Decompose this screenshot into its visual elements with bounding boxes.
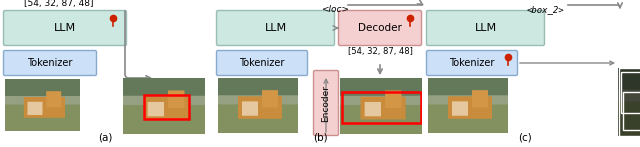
FancyBboxPatch shape: [3, 10, 127, 46]
Text: <box_2>: <box_2>: [526, 5, 564, 14]
Text: (a): (a): [98, 132, 112, 142]
Text: Tokenizer: Tokenizer: [28, 58, 73, 68]
Text: LLM: LLM: [54, 23, 76, 33]
Text: [54, 32, 87, 48]: [54, 32, 87, 48]: [24, 0, 93, 8]
Text: Tokenizer: Tokenizer: [239, 58, 285, 68]
Bar: [144, 95, 189, 119]
Text: Tokenizer: Tokenizer: [449, 58, 495, 68]
Bar: [342, 92, 421, 123]
Text: <loc>: <loc>: [321, 5, 349, 14]
Text: LLM: LLM: [264, 23, 287, 33]
Text: Decoder: Decoder: [358, 23, 402, 33]
Bar: [623, 92, 640, 130]
FancyBboxPatch shape: [339, 10, 422, 46]
Text: LLM: LLM: [474, 23, 497, 33]
FancyBboxPatch shape: [216, 51, 307, 76]
FancyBboxPatch shape: [314, 71, 339, 136]
Text: (c): (c): [518, 132, 532, 142]
Text: Encoder: Encoder: [321, 85, 330, 122]
FancyBboxPatch shape: [426, 10, 545, 46]
Bar: [621, 72, 640, 113]
Text: (b): (b): [313, 132, 327, 142]
FancyBboxPatch shape: [3, 51, 97, 76]
Text: [54, 32, 87, 48]: [54, 32, 87, 48]: [348, 47, 412, 56]
FancyBboxPatch shape: [216, 10, 335, 46]
FancyBboxPatch shape: [426, 51, 518, 76]
